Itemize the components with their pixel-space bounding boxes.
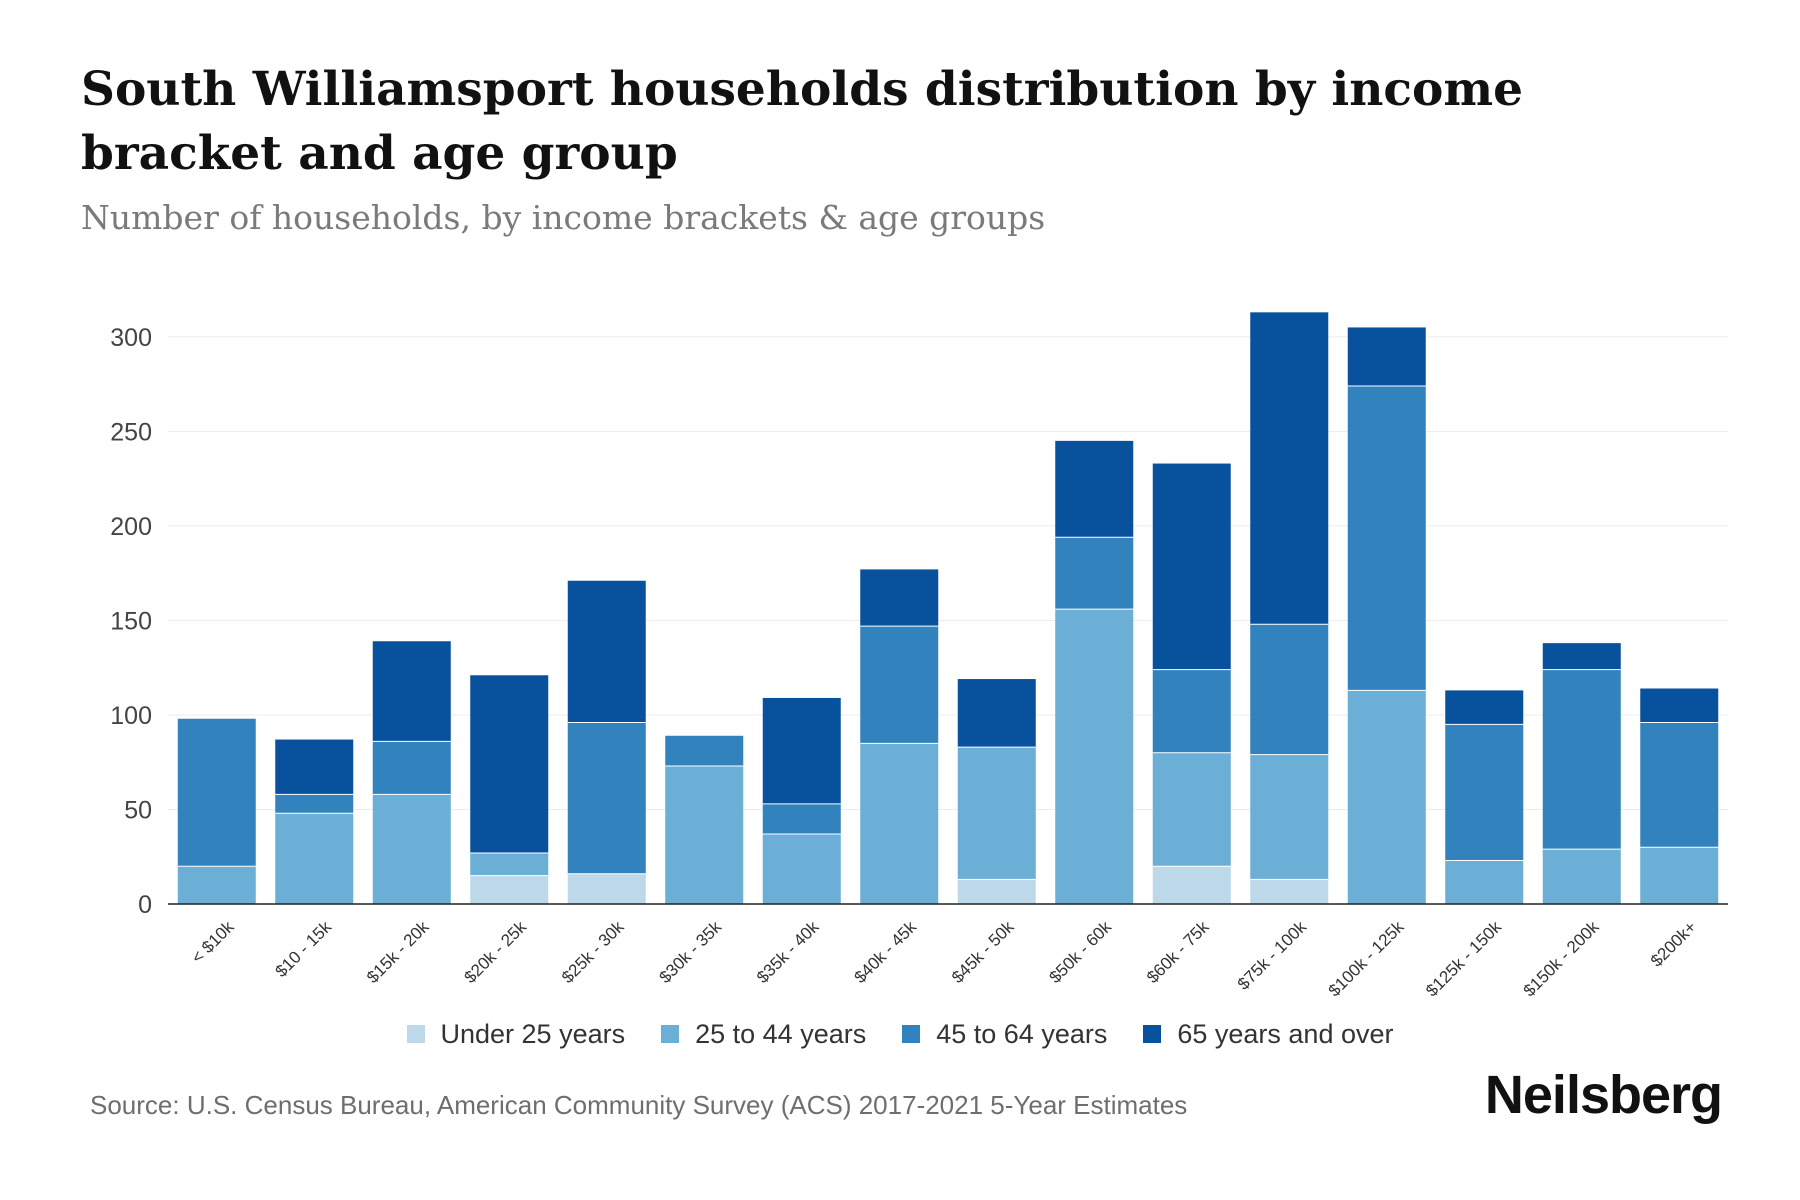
y-tick-label: 200: [110, 513, 152, 541]
bar-segment: $10 - 15k — 25 to 44 years: 48: [275, 813, 354, 904]
x-tick-label: $20k - 25k: [461, 917, 531, 987]
x-tick-label: $30k - 35k: [656, 917, 726, 987]
x-tick-label: $60k - 75k: [1143, 917, 1213, 987]
legend-swatch-under-25: [406, 1025, 425, 1043]
x-tick-label: $75k - 100k: [1234, 917, 1311, 994]
bar-segment: $60k - 75k — 65 years and over: 109: [1152, 463, 1231, 670]
y-tick-label: 0: [138, 891, 152, 919]
bar-segment: $100k - 125k — 25 to 44 years: 113: [1347, 690, 1426, 904]
legend: Under 25 years 25 to 44 years 45 to 64 y…: [0, 1016, 1800, 1052]
bar-segment: $75k - 100k — 65 years and over: 165: [1250, 312, 1329, 625]
bar-segment: $125k - 150k — 25 to 44 years: 23: [1445, 860, 1524, 904]
bar-segment: $15k - 20k — 65 years and over: 53: [372, 641, 451, 742]
bar-segment: $30k - 35k — 45 to 64 years: 16: [665, 735, 744, 767]
bar-segment: $60k - 75k — Under 25 years: 20: [1152, 866, 1231, 904]
x-tick-label: $45k - 50k: [948, 917, 1018, 987]
legend-item-25-to-44: 25 to 44 years: [661, 1019, 866, 1050]
bar-segment: $25k - 30k — 45 to 64 years: 80: [567, 722, 646, 874]
legend-item-65-and-over: 65 years and over: [1143, 1018, 1394, 1050]
bar-segment: $60k - 75k — 25 to 44 years: 60: [1152, 752, 1231, 867]
bar-segment: $40k - 45k — 65 years and over: 30: [860, 569, 939, 627]
x-tick-label: $100k - 125k: [1325, 917, 1408, 1000]
bar-segment: $125k - 150k — 65 years and over: 18: [1445, 690, 1524, 725]
bar-segment: $35k - 40k — 45 to 64 years: 16: [762, 803, 841, 835]
bar-segment: $15k - 20k — 45 to 64 years: 28: [372, 741, 451, 795]
bar-segment: $30k - 35k — 25 to 44 years: 73: [665, 766, 744, 904]
bar-segment: $35k - 40k — 65 years and over: 56: [762, 697, 841, 804]
bar-segment: $45k - 50k — Under 25 years: 13: [957, 879, 1036, 904]
bar-segment: $15k - 20k — 25 to 44 years: 58: [372, 794, 451, 904]
x-tick-label: $50k - 60k: [1046, 917, 1116, 987]
legend-label-25-to-44: 25 to 44 years: [695, 1018, 867, 1049]
bar-segment: $20k - 25k — 65 years and over: 94: [470, 675, 549, 853]
bar-segment: $125k - 150k — 45 to 64 years: 72: [1445, 724, 1524, 861]
legend-label-under-25: Under 25 years: [440, 1018, 626, 1049]
bar-segment: $40k - 45k — 45 to 64 years: 62: [860, 626, 939, 744]
legend-swatch-65-and-over: [1143, 1025, 1162, 1043]
x-tick-label: $200k+: [1647, 917, 1700, 970]
bar-segment: $20k - 25k — Under 25 years: 15: [470, 875, 549, 904]
x-tick-label: $35k - 40k: [753, 917, 823, 987]
bar-segment: $75k - 100k — 25 to 44 years: 66: [1250, 754, 1329, 880]
bar-segment: $200k+ — 45 to 64 years: 66: [1640, 722, 1719, 848]
bar-segment: $50k - 60k — 25 to 44 years: 156: [1055, 609, 1134, 904]
bar-segment: $100k - 125k — 65 years and over: 31: [1347, 327, 1426, 387]
bar-segment: $150k - 200k — 45 to 64 years: 95: [1542, 669, 1621, 850]
bar-segment: $45k - 50k — 65 years and over: 36: [957, 679, 1036, 748]
bars: < $10k — 25 to 44 years: 20< $10k — 45 t…: [177, 312, 1719, 904]
x-tick-label: $150k - 200k: [1520, 917, 1603, 1000]
bar-segment: $60k - 75k — 45 to 64 years: 44: [1152, 669, 1231, 753]
chart-subtitle: Number of households, by income brackets…: [81, 198, 1046, 237]
y-tick-label: 150: [110, 607, 152, 635]
bar-segment: < $10k — 45 to 64 years: 78: [177, 718, 256, 867]
y-tick-label: 50: [124, 796, 152, 824]
bar-segment: $40k - 45k — 25 to 44 years: 85: [860, 743, 939, 904]
legend-label-65-and-over: 65 years and over: [1177, 1018, 1394, 1049]
legend-item-45-to-64: 45 to 64 years: [902, 1019, 1107, 1050]
legend-swatch-25-to-44: [661, 1025, 680, 1043]
bar-segment: $200k+ — 25 to 44 years: 30: [1640, 847, 1719, 904]
chart-title: South Williamsport households distributi…: [81, 62, 1524, 181]
bar-segment: $50k - 60k — 45 to 64 years: 38: [1055, 537, 1134, 610]
legend-item-under-25: Under 25 years: [406, 1018, 626, 1050]
bar-segment: $25k - 30k — 65 years and over: 75: [567, 580, 646, 723]
y-tick-label: 100: [110, 702, 152, 730]
x-tick-label: $10 - 15k: [272, 917, 336, 981]
bar-segment: $25k - 30k — Under 25 years: 16: [567, 873, 646, 904]
bar-segment: $100k - 125k — 45 to 64 years: 161: [1347, 386, 1426, 691]
x-tick-label: $125k - 150k: [1422, 917, 1505, 1000]
x-tick-label: < $10k: [188, 917, 238, 967]
bar-segment: $150k - 200k — 65 years and over: 14: [1542, 643, 1621, 670]
y-tick-label: 300: [110, 324, 152, 352]
bar-segment: $50k - 60k — 65 years and over: 51: [1055, 440, 1134, 538]
x-tick-label: $40k - 45k: [851, 917, 921, 987]
bar-segment: $75k - 100k — 45 to 64 years: 69: [1250, 624, 1329, 755]
bar-segment: $10 - 15k — 65 years and over: 29: [275, 739, 354, 795]
bar-segment: $200k+ — 65 years and over: 18: [1640, 688, 1719, 723]
brand-logo: Neilsberg: [1484, 1065, 1723, 1125]
bar-segment: $20k - 25k — 25 to 44 years: 12: [470, 852, 549, 876]
x-tick-label: $25k - 30k: [558, 917, 628, 987]
legend-swatch-45-to-64: [902, 1025, 921, 1043]
bar-segment: $150k - 200k — 25 to 44 years: 29: [1542, 849, 1621, 904]
bar-segment: $45k - 50k — 25 to 44 years: 70: [957, 747, 1036, 880]
bar-segment: < $10k — 25 to 44 years: 20: [177, 866, 256, 904]
bar-segment: $75k - 100k — Under 25 years: 13: [1250, 879, 1329, 904]
source-note: Source: U.S. Census Bureau, American Com…: [90, 1090, 1188, 1120]
stacked-bar-chart: < $10k — 25 to 44 years: 20< $10k — 45 t…: [110, 312, 1728, 1000]
bar-segment: $10 - 15k — 45 to 64 years: 10: [275, 794, 354, 814]
legend-label-45-to-64: 45 to 64 years: [936, 1018, 1108, 1049]
x-tick-label: $15k - 20k: [363, 917, 433, 987]
y-tick-label: 250: [110, 418, 152, 446]
bar-segment: $35k - 40k — 25 to 44 years: 37: [762, 834, 841, 904]
